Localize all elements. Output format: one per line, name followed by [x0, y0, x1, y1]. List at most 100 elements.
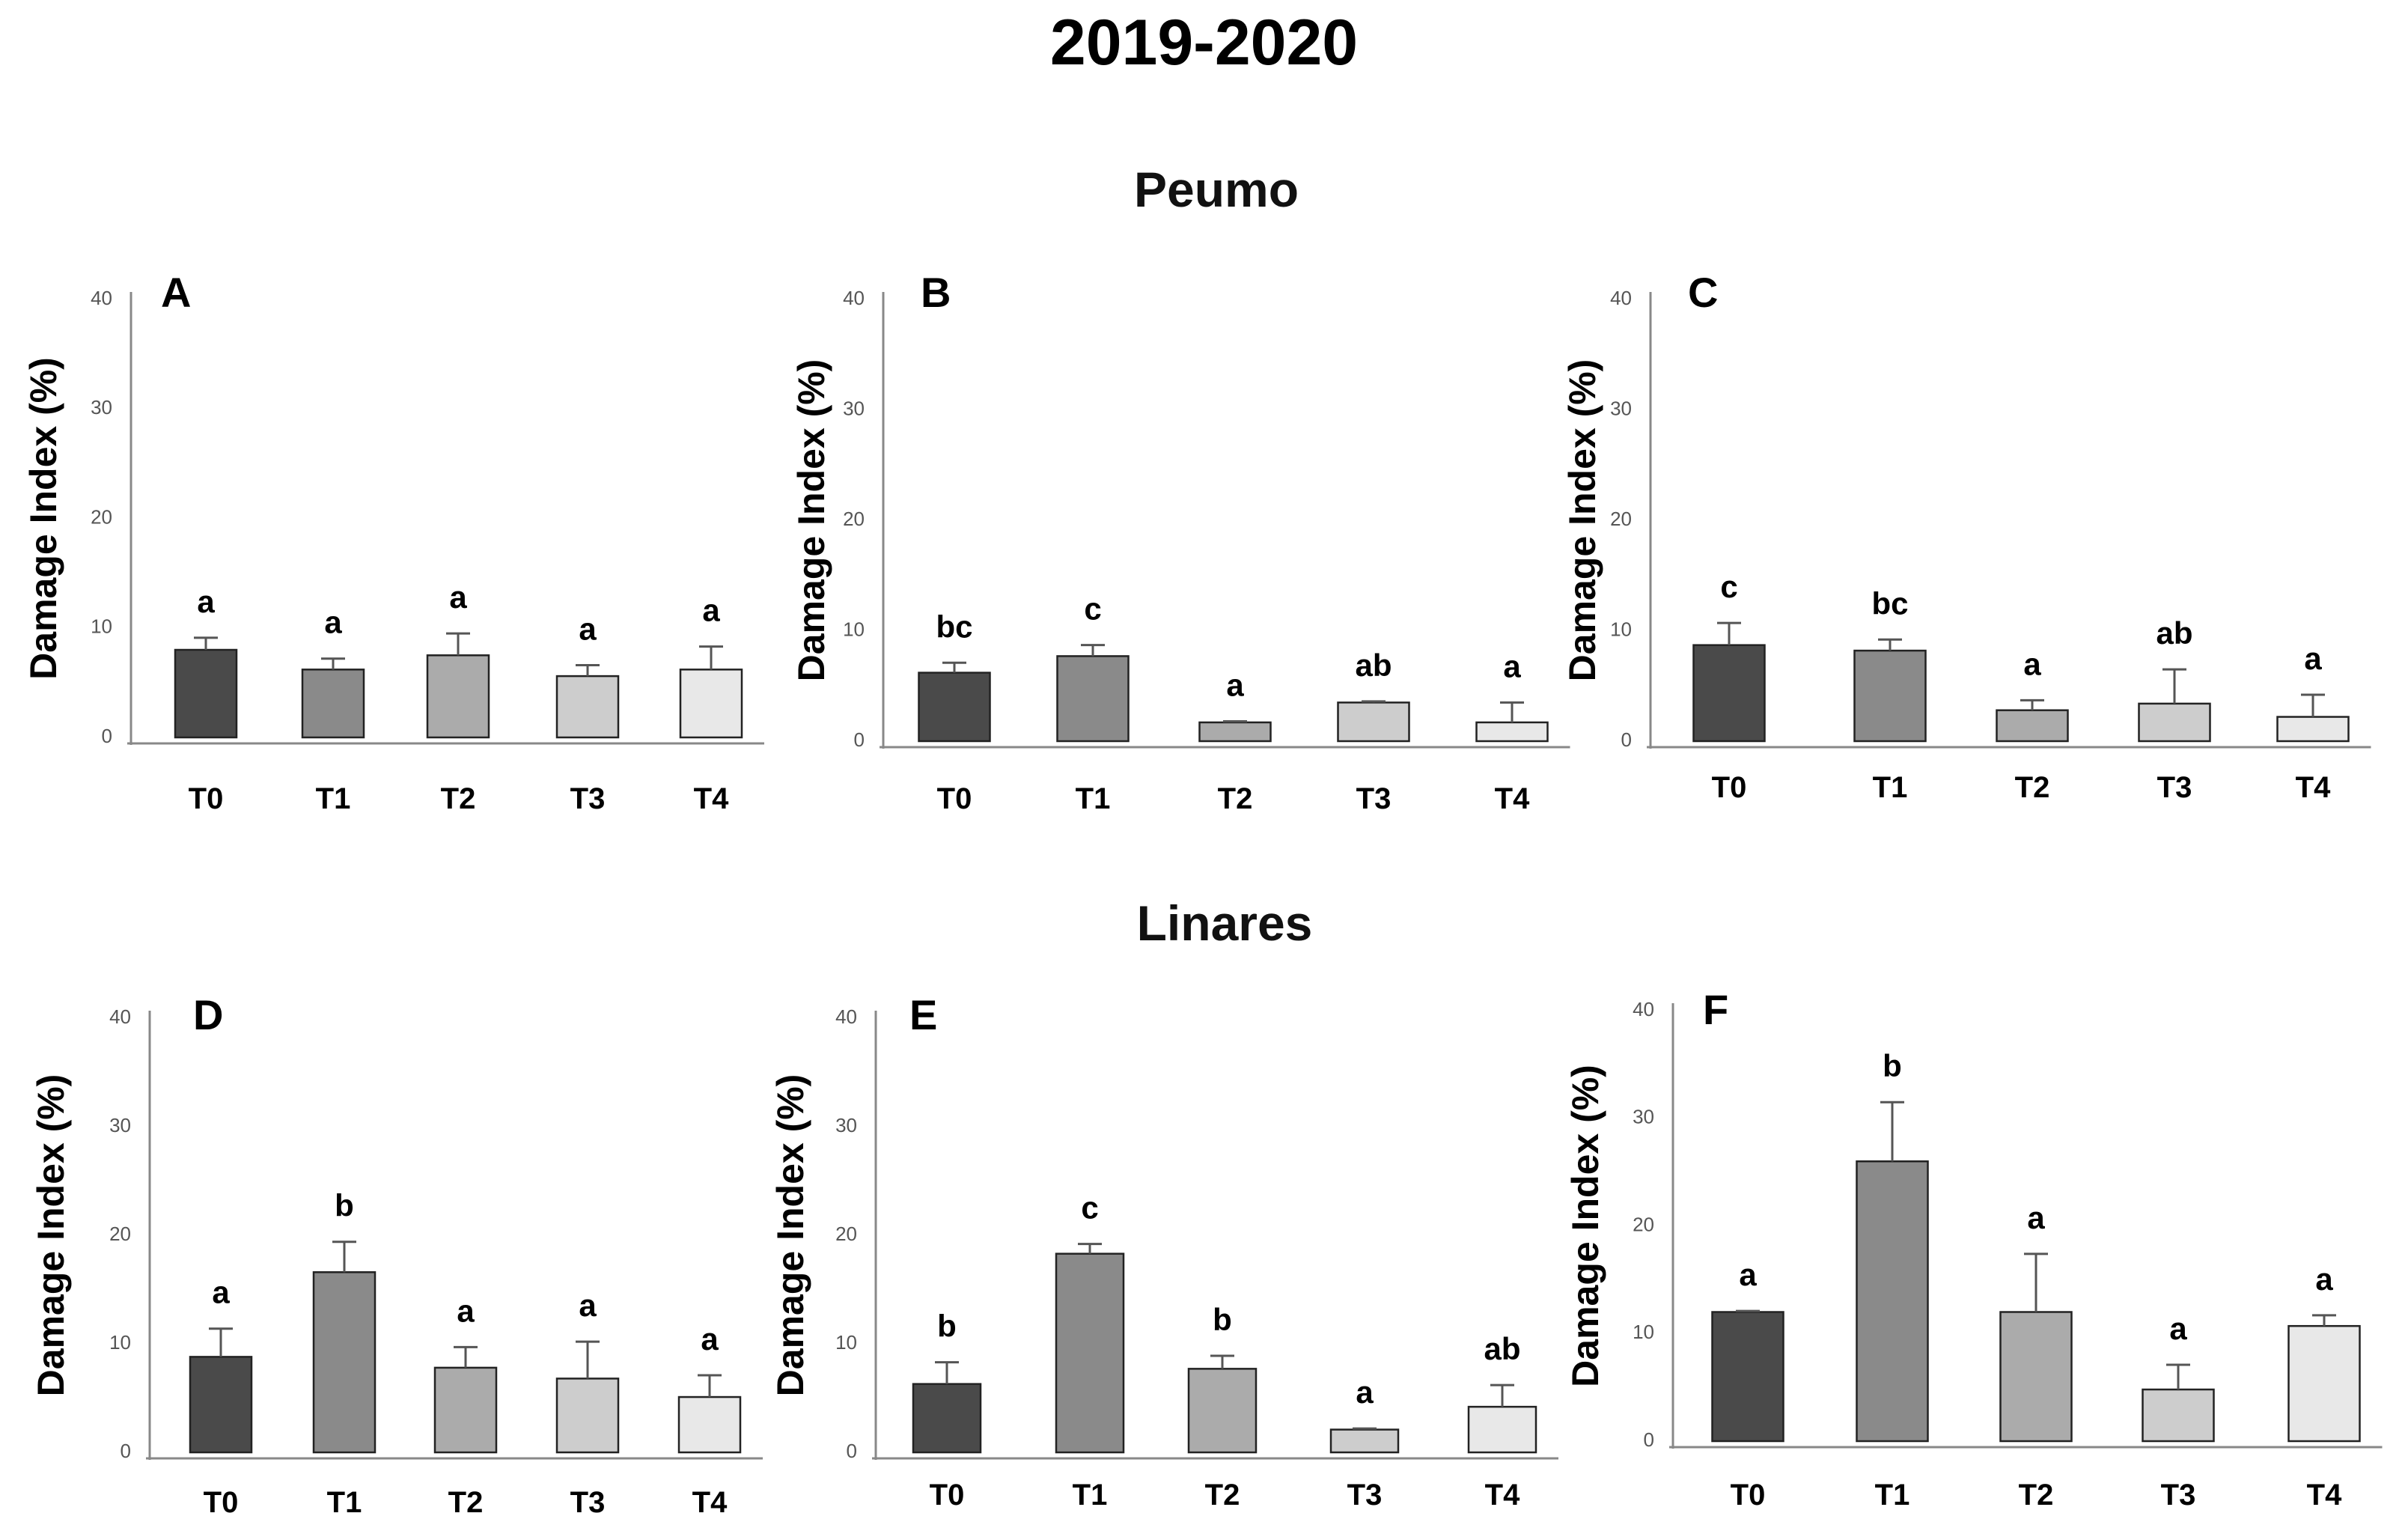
bar-t3 [555, 675, 620, 739]
x-tick-label: T1 [1875, 1479, 1910, 1512]
x-tick-label: T2 [448, 1486, 484, 1519]
x-tick-label: T3 [1356, 782, 1392, 815]
significance-letter: a [324, 605, 342, 640]
x-tick-label: T4 [1495, 782, 1530, 815]
bar-t4 [679, 669, 743, 739]
panel-letter: A [161, 269, 191, 316]
significance-letter: a [2304, 641, 2322, 676]
significance-letter: a [2169, 1311, 2187, 1346]
y-tick-label: 10 [109, 1331, 131, 1354]
significance-letter: a [2023, 646, 2041, 681]
significance-letter: ab [2156, 615, 2192, 651]
y-tick-label: 10 [1633, 1321, 1654, 1343]
y-tick-label: 20 [109, 1223, 131, 1245]
y-axis-label: Damage Index (%) [1564, 1065, 1606, 1387]
x-tick-label: T1 [1873, 771, 1908, 804]
chart-panel-b: B Damage Index (%) 0 10 20 30 40 bc T0 c T1 a T2 ab T3… [790, 269, 1570, 815]
x-tick-label: T0 [189, 782, 224, 815]
y-tick-label: 40 [1610, 287, 1632, 309]
x-tick-label: T3 [1347, 1479, 1383, 1512]
x-tick-label: T4 [692, 1486, 728, 1519]
y-tick-label: 0 [847, 1440, 857, 1462]
bar-t2 [1187, 1368, 1258, 1454]
significance-letter: a [212, 1275, 230, 1310]
significance-letter: c [1720, 569, 1737, 604]
x-tick-label: T0 [937, 782, 972, 815]
significance-letter: bc [936, 609, 972, 644]
x-tick-label: T0 [930, 1479, 965, 1512]
x-tick-label: T3 [2161, 1479, 2196, 1512]
bar-t4 [1467, 1405, 1537, 1454]
significance-letter: b [937, 1309, 957, 1344]
x-tick-label: T1 [1073, 1479, 1108, 1512]
bar-t0 [918, 672, 991, 743]
significance-letter: a [1739, 1257, 1757, 1292]
bar-t0 [1711, 1311, 1784, 1443]
bar-t1 [312, 1271, 377, 1454]
significance-letter: c [1084, 591, 1101, 627]
bar-t2 [426, 654, 490, 739]
y-tick-label: 20 [91, 505, 112, 528]
bar-t2 [1999, 1311, 2073, 1443]
x-tick-label: T3 [2157, 771, 2192, 804]
y-axis-label: Damage Index (%) [790, 359, 832, 682]
chart-panel-e: E Damage Index (%) 0 10 20 30 40 b T0 c T1 b T2 a T3 ab… [769, 991, 1558, 1512]
x-tick-label: T0 [204, 1486, 239, 1519]
y-tick-label: 0 [102, 725, 112, 747]
x-tick-label: T2 [2015, 771, 2050, 804]
significance-letter: a [2315, 1261, 2333, 1297]
section-title-linares: Linares [1136, 895, 1313, 951]
section-title-peumo: Peumo [1133, 162, 1299, 217]
significance-letter: bc [1871, 585, 1908, 621]
significance-letter: b [335, 1188, 354, 1223]
y-tick-label: 40 [91, 287, 112, 309]
x-tick-label: T0 [1712, 771, 1747, 804]
y-tick-label: 40 [1633, 998, 1654, 1020]
y-axis-label: Damage Index (%) [22, 357, 64, 680]
y-tick-label: 0 [1621, 728, 1632, 751]
y-tick-label: 40 [843, 287, 865, 309]
y-tick-label: 10 [843, 618, 865, 640]
bar-t1 [1856, 1160, 1929, 1443]
x-tick-label: T4 [2296, 771, 2331, 804]
y-tick-label: 0 [121, 1440, 131, 1462]
panel-letter: F [1703, 986, 1728, 1033]
panel-letter: E [909, 991, 937, 1038]
bar-t3 [2138, 702, 2211, 743]
bar-t4 [2276, 716, 2350, 743]
panel-letter: C [1688, 269, 1718, 316]
bar-t0 [1692, 644, 1766, 743]
chart-panel-d: D Damage Index (%) 0 10 20 30 40 a T0 b T1 a T2 a T3 a T… [30, 991, 763, 1519]
y-tick-label: 30 [1610, 397, 1632, 419]
y-axis-label: Damage Index (%) [1561, 359, 1603, 682]
bar-t2 [1198, 721, 1272, 743]
y-tick-label: 30 [843, 397, 865, 419]
significance-letter: a [1226, 667, 1244, 702]
panel-letter: B [921, 269, 951, 316]
significance-letter: ab [1484, 1331, 1520, 1366]
significance-letter: b [1213, 1302, 1232, 1337]
bar-t0 [912, 1383, 982, 1454]
bar-t1 [1853, 649, 1927, 743]
y-tick-label: 0 [854, 728, 865, 751]
x-tick-label: T2 [441, 782, 476, 815]
x-tick-label: T1 [327, 1486, 362, 1519]
y-tick-label: 10 [835, 1331, 857, 1354]
y-tick-label: 30 [1633, 1106, 1654, 1128]
bar-t1 [1056, 655, 1130, 743]
bar-t4 [1475, 721, 1549, 743]
y-tick-label: 30 [109, 1114, 131, 1136]
chart-panel-a: A Damage Index (%) 0 10 20 30 40 a T0 a T1 a T2 a T3 a T… [22, 269, 764, 815]
bar-t3 [1337, 701, 1410, 743]
x-tick-label: T4 [694, 782, 729, 815]
y-tick-label: 30 [835, 1114, 857, 1136]
y-tick-label: 40 [109, 1005, 131, 1028]
x-tick-label: T3 [570, 782, 606, 815]
y-axis-label: Damage Index (%) [769, 1074, 811, 1397]
x-tick-label: T1 [316, 782, 351, 815]
bar-t0 [174, 648, 238, 739]
y-tick-label: 20 [843, 508, 865, 530]
x-tick-label: T2 [2019, 1479, 2054, 1512]
significance-letter: ab [1355, 648, 1392, 683]
y-tick-label: 20 [1633, 1213, 1654, 1235]
